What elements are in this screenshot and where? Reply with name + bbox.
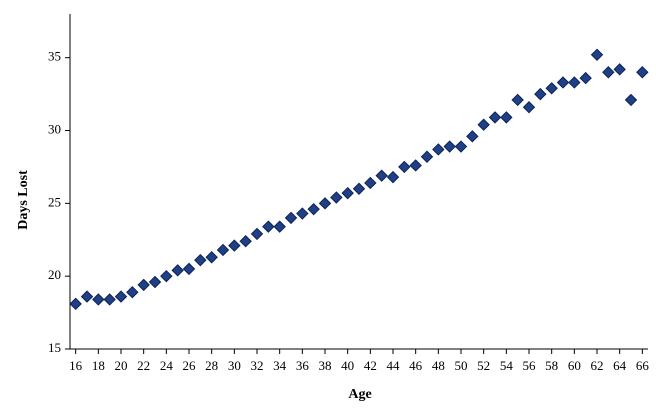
point	[148, 275, 162, 289]
point	[398, 160, 411, 174]
x-tick-label: 42	[364, 358, 377, 373]
point	[92, 293, 105, 306]
point	[216, 243, 230, 257]
point	[602, 66, 615, 79]
point	[375, 169, 388, 182]
point	[114, 290, 128, 303]
y-tick-label: 15	[48, 340, 61, 355]
point	[273, 220, 286, 233]
point	[352, 182, 366, 195]
point	[160, 269, 173, 283]
point	[579, 71, 592, 85]
point	[556, 76, 570, 89]
point	[488, 111, 502, 124]
x-tick-label: 62	[591, 358, 604, 373]
point	[262, 220, 275, 233]
x-tick-label: 26	[183, 358, 197, 373]
y-axis-title: Days Lost	[16, 170, 31, 230]
point	[432, 143, 445, 156]
point	[307, 202, 320, 216]
point	[511, 93, 524, 107]
point	[318, 197, 332, 210]
point	[409, 159, 422, 172]
y-tick-label: 35	[48, 49, 61, 64]
point	[443, 140, 456, 153]
point	[364, 176, 377, 190]
y-tick-label: 30	[48, 122, 61, 137]
point	[126, 285, 139, 299]
point	[500, 111, 513, 124]
point	[69, 297, 82, 311]
point	[466, 130, 479, 143]
point	[341, 186, 354, 200]
x-tick-label: 32	[251, 358, 264, 373]
point	[171, 264, 184, 277]
point	[534, 87, 547, 101]
point	[250, 227, 264, 241]
point	[545, 82, 558, 95]
x-tick-label: 20	[115, 358, 128, 373]
point	[284, 211, 298, 225]
x-tick-label: 22	[137, 358, 150, 373]
y-tick-label: 20	[48, 267, 61, 282]
x-tick-label: 66	[636, 358, 650, 373]
x-tick-label: 30	[228, 358, 241, 373]
x-tick-label: 48	[432, 358, 445, 373]
x-tick-label: 36	[296, 358, 310, 373]
point	[590, 48, 604, 61]
x-tick-label: 60	[568, 358, 581, 373]
point	[568, 76, 581, 89]
point	[80, 290, 94, 303]
point	[477, 118, 490, 131]
point	[522, 101, 536, 114]
x-tick-label: 52	[477, 358, 490, 373]
point	[137, 278, 150, 292]
x-tick-label: 46	[409, 358, 423, 373]
point	[386, 170, 400, 184]
y-tick-label: 25	[48, 194, 61, 209]
x-tick-label: 58	[545, 358, 558, 373]
x-tick-label: 64	[613, 358, 627, 373]
x-tick-label: 18	[92, 358, 105, 373]
point	[330, 191, 343, 204]
x-tick-label: 40	[341, 358, 354, 373]
point	[420, 150, 434, 163]
point	[205, 251, 218, 264]
x-tick-label: 28	[205, 358, 218, 373]
point	[636, 66, 649, 79]
point	[613, 63, 626, 76]
x-tick-label: 56	[523, 358, 537, 373]
point	[296, 207, 309, 220]
point	[194, 253, 207, 267]
x-tick-label: 34	[273, 358, 287, 373]
point	[182, 262, 196, 276]
x-axis-title: Age	[348, 387, 371, 402]
point	[228, 239, 241, 252]
x-tick-label: 50	[455, 358, 468, 373]
x-tick-label: 44	[387, 358, 401, 373]
point	[239, 235, 252, 248]
point	[624, 93, 638, 107]
x-tick-label: 16	[69, 358, 83, 373]
point	[454, 140, 468, 153]
x-tick-label: 54	[500, 358, 514, 373]
x-tick-label: 24	[160, 358, 174, 373]
point	[103, 293, 116, 306]
x-tick-label: 38	[319, 358, 332, 373]
